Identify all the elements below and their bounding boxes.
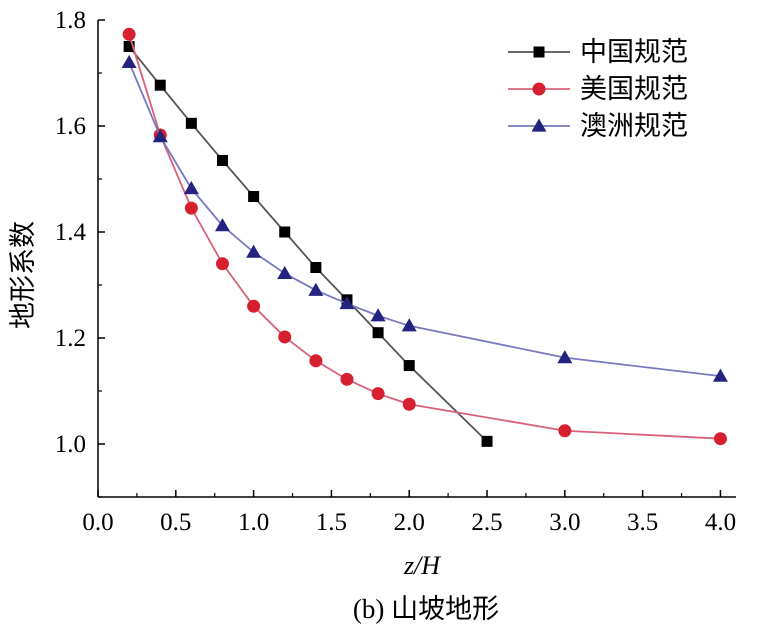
data-point xyxy=(184,201,198,215)
data-point xyxy=(370,308,386,322)
legend-label: 美国规范 xyxy=(580,74,688,105)
y-tick-label: 1.2 xyxy=(55,325,86,352)
series-3 xyxy=(121,54,728,382)
data-point xyxy=(246,244,262,258)
data-point xyxy=(713,432,727,446)
x-tick-label: 1.0 xyxy=(238,509,269,536)
data-point xyxy=(247,299,261,313)
x-tick-label: 4.0 xyxy=(705,509,736,536)
data-point xyxy=(121,54,137,69)
series-1 xyxy=(123,41,493,447)
x-tick-label: 2.5 xyxy=(471,509,502,536)
data-point xyxy=(308,282,324,296)
data-point xyxy=(372,327,384,339)
legend-entry: 澳洲规范 xyxy=(508,111,688,142)
data-point xyxy=(309,354,323,368)
x-tick-label: 1.5 xyxy=(316,509,347,536)
data-point xyxy=(278,330,292,344)
data-point xyxy=(279,226,291,238)
chart-caption: (b) 山坡地形 xyxy=(353,594,499,624)
series-line xyxy=(128,45,488,442)
y-tick-label: 1.8 xyxy=(55,7,86,34)
data-point xyxy=(152,129,168,143)
data-point xyxy=(214,218,230,232)
y-tick-label: 1.4 xyxy=(55,219,87,246)
x-tick-label: 2.0 xyxy=(394,509,425,536)
data-point xyxy=(481,435,493,447)
legend-label: 中国规范 xyxy=(580,37,688,68)
legend-entry: 中国规范 xyxy=(508,37,688,68)
series-line xyxy=(128,62,721,378)
data-point xyxy=(122,27,136,41)
data-point xyxy=(558,424,572,438)
series-layer xyxy=(121,27,728,447)
data-point xyxy=(310,262,322,274)
axes: 0.0 0.5 1.0 1.5 2.0 2.5 3.0 3.5 4.0 1.0 1.2 1.4 1.6 1… xyxy=(55,7,736,536)
data-point xyxy=(557,350,573,364)
data-point xyxy=(402,397,416,411)
data-point xyxy=(183,181,199,195)
data-point xyxy=(371,387,385,401)
data-point xyxy=(403,360,415,372)
data-point xyxy=(340,372,354,386)
data-point xyxy=(248,190,260,202)
legend-label: 澳洲规范 xyxy=(580,111,688,142)
y-tick-label: 1.0 xyxy=(55,431,86,458)
legend-entry: 美国规范 xyxy=(508,74,688,105)
series-line xyxy=(128,34,721,440)
data-point xyxy=(339,296,355,310)
data-point xyxy=(215,257,229,271)
legend-marker xyxy=(532,82,546,96)
data-point xyxy=(277,265,293,279)
data-point xyxy=(154,79,166,91)
data-point xyxy=(401,318,417,332)
x-axis-title: z/H xyxy=(403,551,441,580)
x-tick-label: 0.0 xyxy=(82,509,113,536)
legend-marker xyxy=(533,46,545,58)
data-point xyxy=(712,368,728,382)
y-tick-label: 1.6 xyxy=(55,113,86,140)
y-axis-title: 地形系数 xyxy=(8,221,39,329)
legend-marker xyxy=(531,118,547,132)
data-point xyxy=(185,117,197,129)
x-tick-label: 3.5 xyxy=(627,509,658,536)
x-tick-label: 3.0 xyxy=(549,509,580,536)
data-point xyxy=(216,154,228,166)
series-2 xyxy=(122,27,727,446)
x-tick-label: 0.5 xyxy=(160,509,191,536)
data-point xyxy=(123,41,135,52)
